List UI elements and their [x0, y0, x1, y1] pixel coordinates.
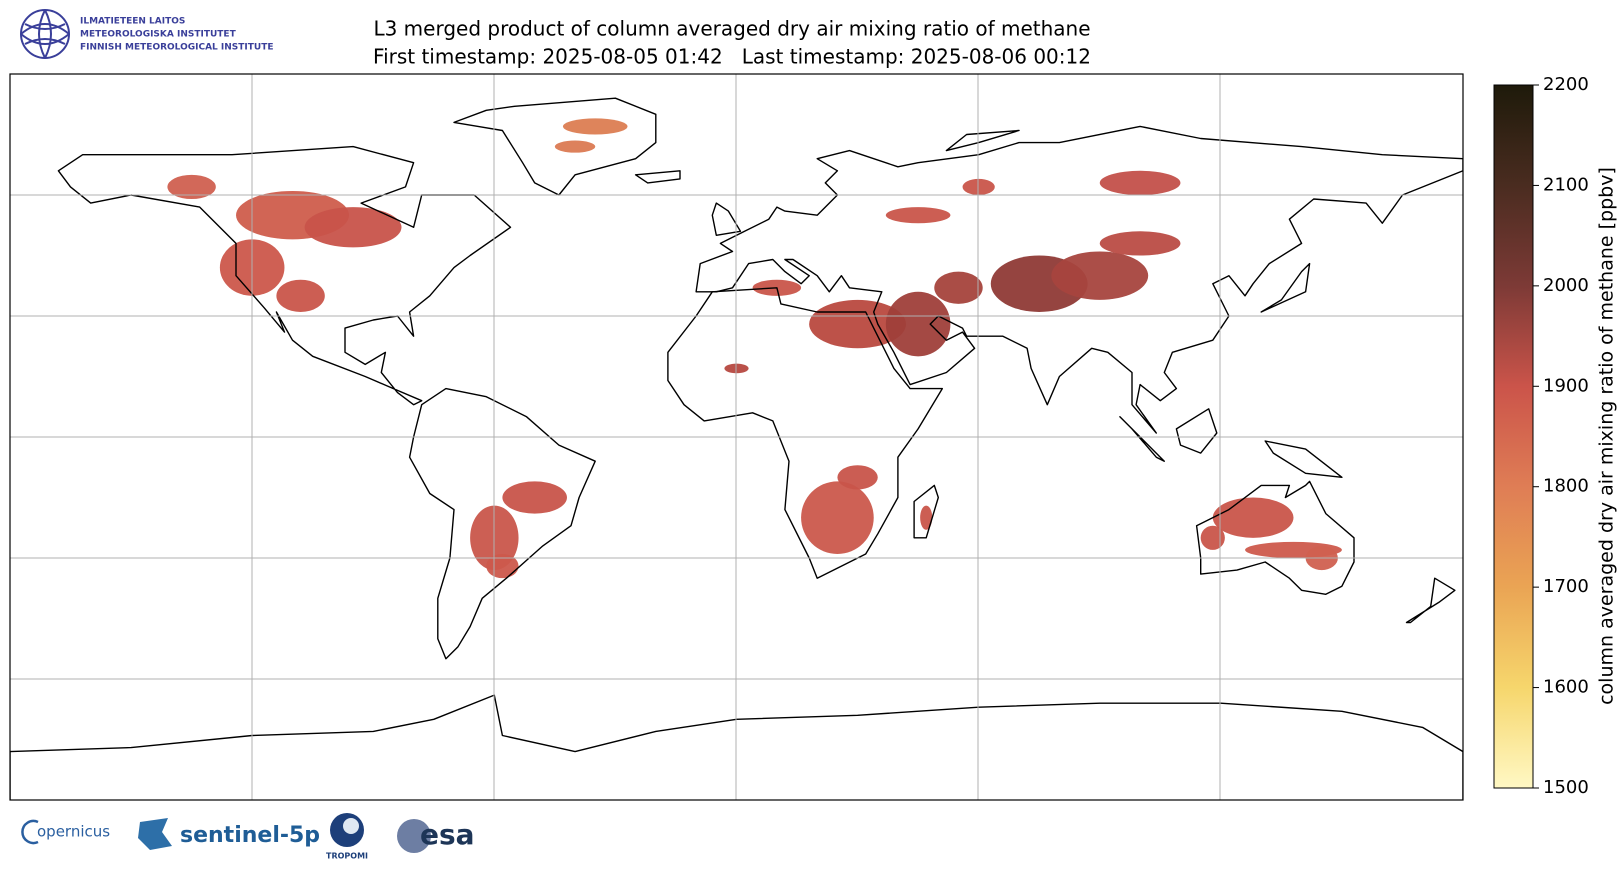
footer-logo: esa: [420, 818, 475, 851]
colorbar-tick-label: 1800: [1543, 476, 1589, 497]
footer-logo: TROPOMI: [326, 852, 368, 861]
coastline: [1195, 480, 1355, 595]
methane-patch: [1212, 497, 1294, 538]
coastline: [695, 125, 1463, 434]
coastline: [1175, 408, 1218, 454]
coastline: [1405, 577, 1456, 624]
methane-patch: [1099, 231, 1181, 256]
coastline: [57, 145, 512, 406]
graticule: [10, 74, 1463, 800]
coastline: [1264, 440, 1343, 478]
coastline: [913, 484, 939, 539]
methane-patch: [502, 481, 567, 514]
colorbar-label: column averaged dry air mixing ratio of …: [1596, 167, 1618, 705]
methane-patch: [837, 465, 878, 490]
copernicus-mark: [21, 819, 39, 845]
methane-patch: [1099, 170, 1181, 195]
logo-text: METEOROLOGISKA INSTITUTET: [80, 30, 237, 40]
methane-patch: [1200, 525, 1225, 550]
fmi-logo: [20, 9, 70, 59]
coastline: [945, 129, 1020, 152]
logo-text: FINNISH METEOROLOGICAL INSTITUTE: [80, 43, 274, 53]
logo-text: ILMATIETEEN LAITOS: [80, 17, 185, 27]
colorbar-tick-label: 1700: [1543, 576, 1589, 597]
methane-patch: [885, 291, 951, 357]
methane-patch: [885, 207, 951, 224]
footer-logo: sentinel-5p: [180, 823, 320, 848]
methane-patch: [304, 207, 402, 248]
colorbar-tick-label: 2000: [1543, 275, 1589, 296]
sentinel-mark: [138, 818, 172, 850]
methane-patch: [167, 174, 216, 200]
colorbar: [1493, 84, 1534, 789]
subtitle: First timestamp: 2025-08-05 01:42 Last t…: [373, 45, 1091, 69]
colorbar-tick-label: 1900: [1543, 375, 1589, 396]
methane-patch: [562, 118, 628, 135]
coastline: [408, 387, 596, 660]
coastline: [667, 287, 943, 579]
colorbar-tick-label: 1500: [1543, 777, 1589, 798]
methane-patch: [934, 271, 983, 304]
map-frame: [9, 73, 1464, 801]
esa-mark: [397, 819, 431, 853]
methane-patch: [920, 505, 933, 530]
coastline: [1119, 416, 1165, 462]
footer-logo: opernicus: [37, 823, 110, 841]
methane-patch: [276, 279, 325, 312]
coastline: [1260, 262, 1311, 313]
colorbar-tick-label: 2200: [1543, 74, 1589, 95]
coastline: [634, 170, 681, 184]
methane-patch: [801, 481, 874, 554]
colorbar-tick-label: 1600: [1543, 677, 1589, 698]
tropomi-mark: [343, 818, 359, 834]
methane-patch: [1051, 251, 1149, 300]
methane-patch: [962, 178, 995, 195]
coastline: [10, 694, 1463, 800]
title: L3 merged product of column averaged dry…: [373, 17, 1090, 41]
methane-patch: [554, 140, 596, 153]
colorbar-tick-label: 2100: [1543, 174, 1589, 195]
